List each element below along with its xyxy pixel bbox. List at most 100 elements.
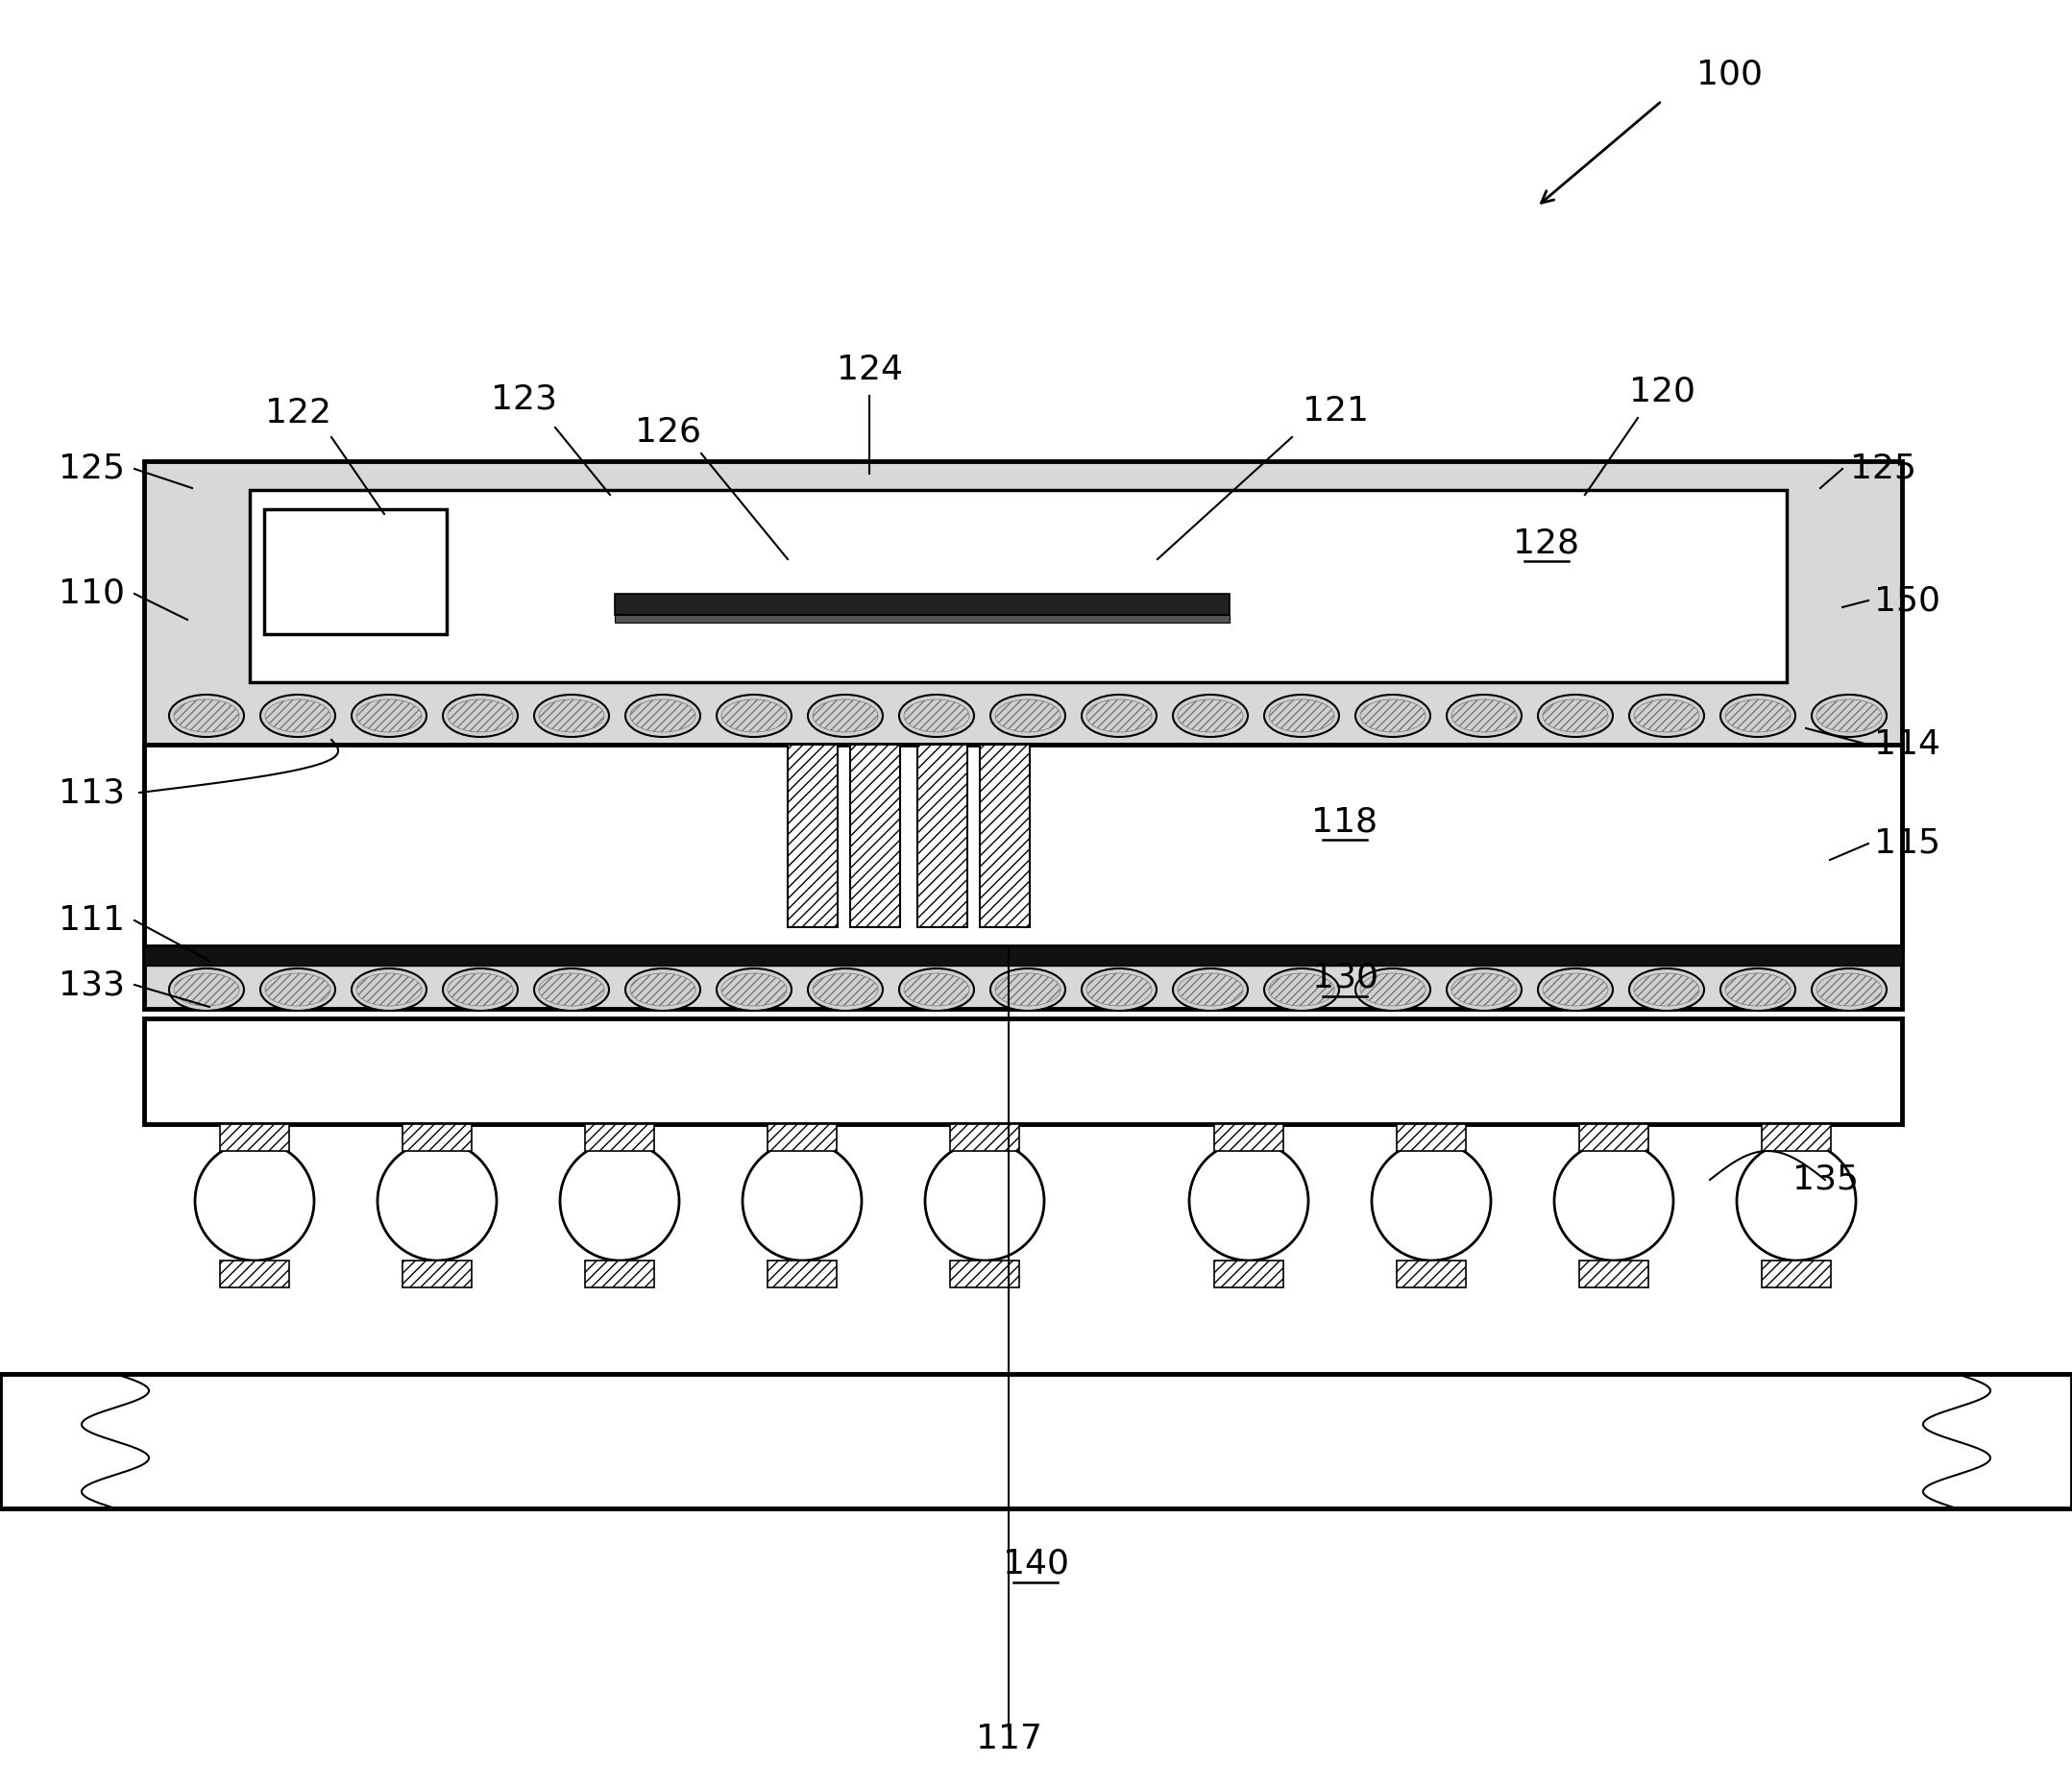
Ellipse shape xyxy=(443,969,518,1010)
Ellipse shape xyxy=(717,969,792,1010)
Bar xyxy=(1397,1261,1465,1287)
Circle shape xyxy=(1372,1141,1492,1261)
Bar xyxy=(980,744,1030,928)
Text: 118: 118 xyxy=(1312,805,1378,839)
Bar xyxy=(951,1125,1019,1151)
Bar xyxy=(0,1373,2072,1509)
Bar xyxy=(1761,1261,1832,1287)
Ellipse shape xyxy=(1446,969,1521,1010)
Ellipse shape xyxy=(808,696,883,737)
Ellipse shape xyxy=(1629,969,1703,1010)
Circle shape xyxy=(924,1141,1044,1261)
Ellipse shape xyxy=(352,696,427,737)
Circle shape xyxy=(1189,1141,1307,1261)
Bar xyxy=(1761,1125,1832,1151)
Ellipse shape xyxy=(990,696,1065,737)
Ellipse shape xyxy=(1811,969,1888,1010)
Text: 126: 126 xyxy=(634,417,700,449)
Ellipse shape xyxy=(626,969,700,1010)
Ellipse shape xyxy=(170,696,244,737)
Ellipse shape xyxy=(1264,696,1339,737)
Ellipse shape xyxy=(261,696,336,737)
Bar xyxy=(1214,1261,1283,1287)
Ellipse shape xyxy=(1173,696,1247,737)
Bar xyxy=(918,744,968,928)
Text: 128: 128 xyxy=(1513,526,1579,560)
Bar xyxy=(951,1261,1019,1287)
Bar xyxy=(1579,1125,1649,1151)
Text: 110: 110 xyxy=(58,578,124,610)
Ellipse shape xyxy=(717,696,792,737)
Text: 113: 113 xyxy=(58,776,124,808)
Text: 125: 125 xyxy=(1850,452,1917,485)
Ellipse shape xyxy=(1173,969,1247,1010)
Bar xyxy=(145,461,1902,1008)
Bar xyxy=(1214,1125,1283,1151)
Text: 117: 117 xyxy=(976,1722,1042,1756)
Bar xyxy=(767,1125,837,1151)
Text: 135: 135 xyxy=(1792,1164,1859,1196)
Text: 123: 123 xyxy=(491,383,557,415)
Circle shape xyxy=(559,1141,680,1261)
Text: 130: 130 xyxy=(1312,962,1378,994)
Bar xyxy=(220,1261,290,1287)
Ellipse shape xyxy=(1355,969,1430,1010)
Ellipse shape xyxy=(352,969,427,1010)
Circle shape xyxy=(742,1141,862,1261)
Circle shape xyxy=(1736,1141,1857,1261)
Ellipse shape xyxy=(1082,969,1156,1010)
Bar xyxy=(1579,1261,1649,1287)
Bar xyxy=(145,946,1902,966)
Text: 120: 120 xyxy=(1629,375,1695,408)
Bar xyxy=(220,1125,290,1151)
Ellipse shape xyxy=(1264,969,1339,1010)
Ellipse shape xyxy=(1537,696,1612,737)
Ellipse shape xyxy=(1629,696,1703,737)
Circle shape xyxy=(195,1141,315,1261)
Text: 125: 125 xyxy=(58,452,124,485)
Bar xyxy=(584,1261,655,1287)
Text: 114: 114 xyxy=(1873,728,1939,762)
Ellipse shape xyxy=(990,969,1065,1010)
Text: 133: 133 xyxy=(58,969,124,1001)
Circle shape xyxy=(377,1141,497,1261)
Ellipse shape xyxy=(261,969,336,1010)
Ellipse shape xyxy=(899,696,974,737)
Ellipse shape xyxy=(170,969,244,1010)
Ellipse shape xyxy=(1446,696,1521,737)
Bar xyxy=(402,1125,472,1151)
Bar xyxy=(615,615,1229,622)
Text: 115: 115 xyxy=(1873,828,1939,860)
Ellipse shape xyxy=(626,696,700,737)
Bar xyxy=(251,490,1786,683)
Bar xyxy=(767,1261,837,1287)
Ellipse shape xyxy=(1537,969,1612,1010)
Ellipse shape xyxy=(1355,696,1430,737)
Bar xyxy=(402,1261,472,1287)
Text: 150: 150 xyxy=(1873,585,1939,617)
Ellipse shape xyxy=(1811,696,1888,737)
Bar xyxy=(145,1019,1902,1125)
Text: 140: 140 xyxy=(1003,1548,1069,1581)
Bar xyxy=(145,744,1902,946)
Ellipse shape xyxy=(808,969,883,1010)
Ellipse shape xyxy=(1720,969,1794,1010)
Text: 111: 111 xyxy=(58,905,124,937)
Ellipse shape xyxy=(1720,696,1794,737)
Ellipse shape xyxy=(1082,696,1156,737)
Ellipse shape xyxy=(443,696,518,737)
Bar xyxy=(584,1125,655,1151)
Circle shape xyxy=(1554,1141,1674,1261)
Ellipse shape xyxy=(535,696,609,737)
Text: 124: 124 xyxy=(837,354,903,386)
Text: 122: 122 xyxy=(265,397,332,429)
Text: 100: 100 xyxy=(1695,59,1761,91)
Bar xyxy=(263,510,448,635)
Text: 121: 121 xyxy=(1301,395,1368,427)
Bar xyxy=(615,594,1229,615)
Ellipse shape xyxy=(899,969,974,1010)
Bar xyxy=(850,744,899,928)
Ellipse shape xyxy=(535,969,609,1010)
Bar xyxy=(1397,1125,1465,1151)
Bar xyxy=(787,744,837,928)
